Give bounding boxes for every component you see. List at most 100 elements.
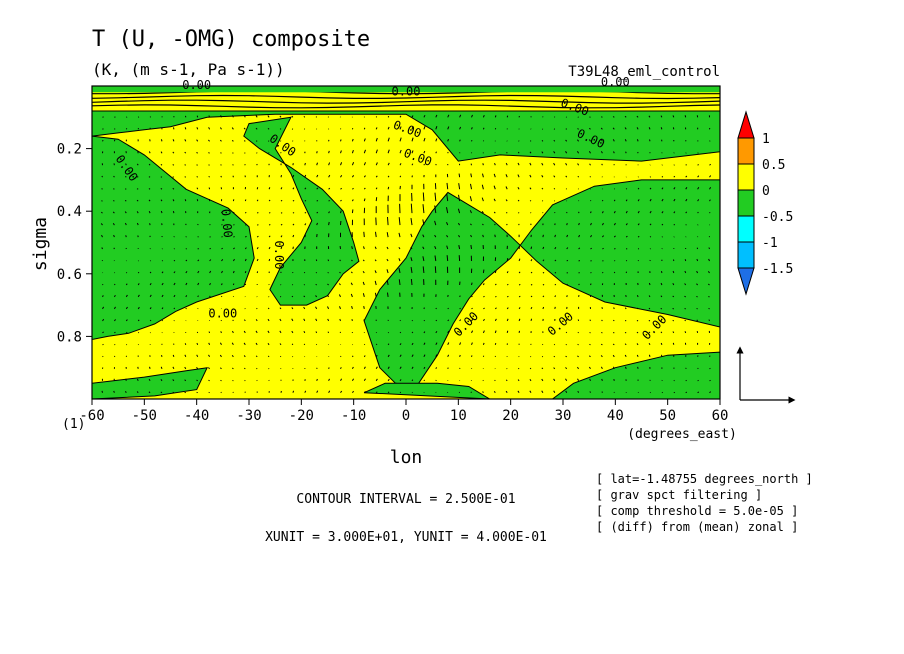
wind-vector bbox=[243, 140, 246, 142]
wind-vector bbox=[649, 236, 652, 238]
wind-vector bbox=[398, 279, 401, 286]
wind-vector bbox=[256, 235, 259, 238]
chart-subtitle: (K, (m s-1, Pa s-1)) bbox=[92, 60, 285, 79]
wind-vector bbox=[541, 151, 544, 154]
wind-vector bbox=[375, 187, 378, 190]
wind-vector bbox=[304, 162, 306, 166]
wind-vector bbox=[553, 139, 556, 142]
wind-vector bbox=[148, 199, 151, 202]
wind-vector bbox=[590, 271, 592, 274]
wind-vector bbox=[494, 270, 497, 274]
wind-vector bbox=[684, 115, 687, 118]
wind-vector bbox=[600, 343, 603, 346]
wind-vector bbox=[494, 307, 497, 310]
wind-vector bbox=[338, 283, 341, 286]
wind-vector bbox=[243, 115, 246, 118]
wind-vector bbox=[660, 319, 663, 322]
wind-vector bbox=[256, 199, 259, 202]
wind-vector bbox=[613, 378, 615, 381]
wind-vector bbox=[137, 306, 140, 310]
wind-vector bbox=[375, 197, 378, 202]
wind-vector bbox=[221, 259, 224, 262]
wind-vector bbox=[648, 127, 651, 130]
wind-vector bbox=[684, 270, 687, 274]
wind-vector bbox=[184, 139, 187, 142]
wind-vector bbox=[160, 151, 163, 154]
wind-vector bbox=[125, 378, 127, 381]
wind-vector bbox=[102, 355, 104, 358]
wind-vector bbox=[636, 295, 639, 298]
wind-vector bbox=[542, 246, 545, 250]
wind-vector bbox=[517, 174, 520, 178]
wind-vector bbox=[636, 115, 639, 118]
wind-vector bbox=[660, 307, 663, 310]
wind-vector bbox=[220, 175, 222, 178]
wind-vector bbox=[172, 210, 175, 214]
wind-vector bbox=[435, 151, 437, 154]
wind-vector bbox=[518, 258, 521, 262]
wind-vector bbox=[660, 331, 663, 334]
wind-vector bbox=[530, 295, 533, 298]
wind-vector bbox=[351, 199, 354, 202]
wind-vector bbox=[600, 151, 603, 154]
wind-vector bbox=[208, 152, 210, 154]
wind-vector bbox=[553, 128, 556, 130]
wind-vector bbox=[279, 318, 282, 322]
wind-vector bbox=[149, 294, 152, 298]
wind-vector bbox=[494, 379, 496, 382]
wind-vector bbox=[673, 198, 676, 202]
wind-vector bbox=[590, 211, 592, 214]
wind-vector bbox=[292, 234, 295, 238]
wind-vector bbox=[411, 366, 414, 370]
wind-vector bbox=[423, 319, 426, 322]
wind-vector bbox=[613, 307, 615, 310]
corner-label: (1) bbox=[62, 417, 85, 432]
wind-vector bbox=[648, 295, 651, 298]
wind-vector bbox=[279, 355, 282, 358]
wind-vector bbox=[697, 391, 700, 394]
wind-vector bbox=[517, 379, 520, 382]
wind-vector bbox=[637, 223, 640, 226]
wind-vector bbox=[255, 342, 258, 346]
wind-vector bbox=[493, 198, 496, 202]
wind-vector bbox=[387, 331, 390, 334]
wind-vector bbox=[672, 270, 675, 274]
wind-vector bbox=[602, 247, 604, 250]
wind-vector bbox=[601, 211, 604, 214]
wind-vector bbox=[614, 248, 616, 250]
wind-vector bbox=[316, 378, 318, 381]
wind-vector bbox=[279, 330, 282, 334]
annotation-lat: [ lat=-1.48755 degrees_north ] bbox=[596, 472, 813, 486]
wind-vector bbox=[292, 187, 295, 190]
wind-vector bbox=[459, 354, 461, 357]
wind-vector bbox=[233, 236, 235, 238]
wind-vector bbox=[375, 116, 378, 118]
wind-vector bbox=[363, 305, 365, 310]
wind-vector bbox=[231, 342, 234, 346]
wind-vector bbox=[114, 319, 116, 322]
wind-vector bbox=[328, 390, 331, 393]
wind-vector bbox=[589, 319, 591, 322]
wind-vector bbox=[340, 378, 343, 382]
wind-vector bbox=[661, 176, 664, 178]
wind-vector bbox=[554, 306, 556, 310]
wind-vector bbox=[458, 244, 461, 250]
wind-vector bbox=[149, 366, 151, 369]
wind-vector bbox=[470, 183, 472, 190]
wind-vector bbox=[517, 162, 520, 166]
wind-vector bbox=[471, 114, 473, 118]
wind-vector bbox=[518, 140, 520, 142]
wind-vector bbox=[601, 378, 603, 381]
wind-vector bbox=[113, 306, 116, 310]
wind-vector bbox=[553, 355, 556, 358]
wind-vector bbox=[316, 174, 319, 178]
top-contour-line bbox=[92, 94, 720, 100]
wind-vector bbox=[220, 164, 222, 166]
wind-vector bbox=[709, 212, 711, 214]
wind-vector bbox=[447, 354, 450, 358]
wind-vector bbox=[541, 390, 544, 393]
x-units-label: (degrees_east) bbox=[627, 427, 737, 442]
wind-vector bbox=[588, 127, 591, 130]
wind-vector bbox=[172, 151, 175, 154]
wind-vector bbox=[351, 305, 353, 310]
